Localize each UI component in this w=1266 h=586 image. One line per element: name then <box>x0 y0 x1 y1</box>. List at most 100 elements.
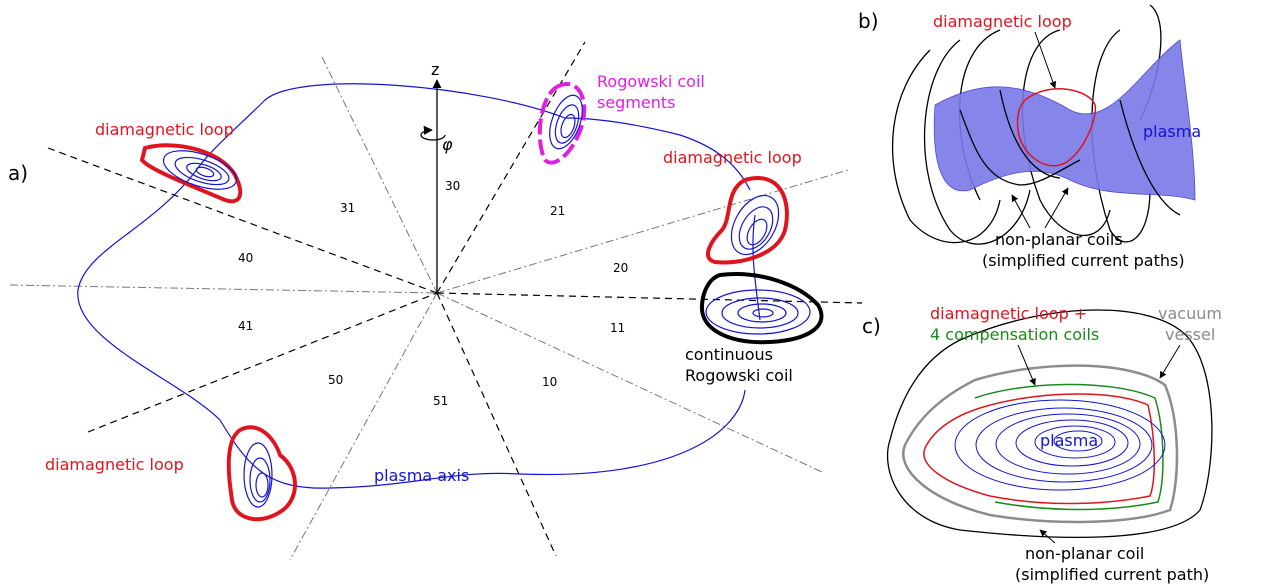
dash-dot-lines-part <box>321 56 438 294</box>
annotation: non-planar coil <box>1025 544 1144 563</box>
annotation: plasma <box>1040 431 1098 450</box>
sector-number: 11 <box>610 321 625 335</box>
panel-label: b) <box>858 9 879 33</box>
sector-number: 30 <box>445 179 460 193</box>
sector-number: 20 <box>613 261 628 275</box>
panel-label: a) <box>8 161 28 185</box>
cross-section-right-part-part <box>746 218 768 246</box>
cross-section-bottom-part-part <box>249 457 271 503</box>
coils-back-part <box>1021 29 1111 237</box>
plasma-contours-part <box>1034 425 1116 459</box>
panel-a: z φ a) 30 21 31 20 40 41 11 50 10 51 dia… <box>8 41 863 561</box>
cross-section-bottom-part <box>226 425 297 522</box>
cross-section-right <box>705 176 789 265</box>
cross-section-bottom-part-part <box>255 472 269 498</box>
coils-front <box>959 89 1181 216</box>
cross-section-rogowski-part <box>699 272 824 345</box>
annotation: diamagnetic loop <box>663 148 802 167</box>
sector-number: 10 <box>542 375 557 389</box>
cross-section-rogowski-part-part <box>721 297 799 329</box>
cross-section-rogowski-part-part <box>752 308 774 318</box>
panel-c-part <box>1159 344 1181 379</box>
annotation: diamagnetic loop <box>933 12 1072 31</box>
cross-section-left-part-part <box>186 162 222 182</box>
cross-section-rogowski <box>699 272 824 345</box>
plasma-contours-part <box>954 399 1166 491</box>
plasma-axis-curve <box>77 83 761 489</box>
cross-section-rogowski-part-part <box>737 303 787 323</box>
annotation: Rogowski coil <box>597 72 705 91</box>
annotation: 4 compensation coils <box>930 325 1099 344</box>
non-planar-coil <box>886 309 1213 539</box>
annotation: Rogowski coil <box>685 366 793 385</box>
coils-front-part <box>959 109 1081 186</box>
panel-c-part <box>1039 529 1056 544</box>
vacuum-vessel <box>902 364 1179 524</box>
plasma-contours-part <box>1015 419 1129 467</box>
panel-c: c) plasma diamagnetic loop + 4 compensat… <box>862 304 1222 584</box>
coils-back-part <box>892 49 1001 244</box>
dashed-lines-part <box>87 292 438 433</box>
plasma-contours-part <box>975 407 1153 483</box>
sector-number: 51 <box>433 394 448 408</box>
panel-c-part <box>1017 344 1036 386</box>
cross-section-top <box>537 81 587 165</box>
coils-front-part <box>999 89 1061 179</box>
annotation: (simplified current paths) <box>982 251 1185 270</box>
cross-section-right-part-part <box>738 206 774 250</box>
annotation: vessel <box>1165 325 1215 344</box>
sector-number: 41 <box>238 319 253 333</box>
plasma-contours-part <box>1053 430 1103 452</box>
annotation: plasma axis <box>374 466 469 485</box>
coils-front-part <box>1119 99 1181 216</box>
annotation: continuous <box>685 345 773 364</box>
sector-number: 31 <box>340 201 355 215</box>
cross-section-right-part-part <box>730 194 780 256</box>
compensation-coils <box>974 383 1164 511</box>
annotation: plasma <box>1143 122 1201 141</box>
cross-section-top-part-part <box>549 94 583 150</box>
sector-number: 40 <box>238 251 253 265</box>
cross-section-left-part <box>162 150 238 190</box>
panel-label: c) <box>862 314 881 338</box>
z-label: z <box>431 60 439 79</box>
annotation: diamagnetic loop <box>45 455 184 474</box>
annotation: vacuum <box>1158 304 1222 323</box>
cross-section-top-part-part <box>554 104 580 144</box>
cross-section-left-part-part <box>174 156 230 186</box>
cross-section-top-part <box>549 94 583 150</box>
cross-section-left-part <box>139 143 243 204</box>
annotation: diamagnetic loop + <box>930 304 1087 323</box>
plasma-contours <box>954 399 1166 491</box>
cross-section-bottom-part <box>243 442 273 508</box>
cross-section-bottom <box>226 425 297 522</box>
cross-section-right-part <box>730 194 780 256</box>
dashed-lines-part <box>436 292 557 557</box>
annotation: segments <box>597 93 676 112</box>
z-axis <box>420 79 446 293</box>
z-axis-part <box>420 125 446 141</box>
cross-section-rogowski-part <box>705 289 811 335</box>
sector-number: 50 <box>328 373 343 387</box>
cross-section-right-part <box>705 176 789 265</box>
cross-section-top-part-part <box>560 113 576 139</box>
plasma-band <box>933 39 1196 201</box>
plasma-contours-part <box>995 413 1141 475</box>
dashed-lines-part <box>436 292 863 304</box>
annotation: (simplified current path) <box>1015 565 1209 584</box>
cross-section-rogowski-part-part <box>705 289 811 335</box>
annotation: diamagnetic loop <box>95 120 234 139</box>
panel-b: b) diamagnetic loop plasma non-planar co… <box>858 4 1201 270</box>
cross-section-left-part-part <box>162 150 238 190</box>
diamagnetic-loop <box>923 393 1155 505</box>
panel-b-part <box>1011 194 1031 229</box>
dash-dot-lines-part <box>436 292 823 473</box>
annotation: non-planar coils <box>995 230 1123 249</box>
dashed-lines-part <box>47 147 438 294</box>
diamagnetic-loop <box>1016 88 1096 167</box>
dash-dot-lines-part <box>9 284 438 294</box>
coils-back-part <box>923 39 1031 245</box>
cross-section-left <box>139 143 243 204</box>
cross-section-top-part <box>537 81 587 165</box>
